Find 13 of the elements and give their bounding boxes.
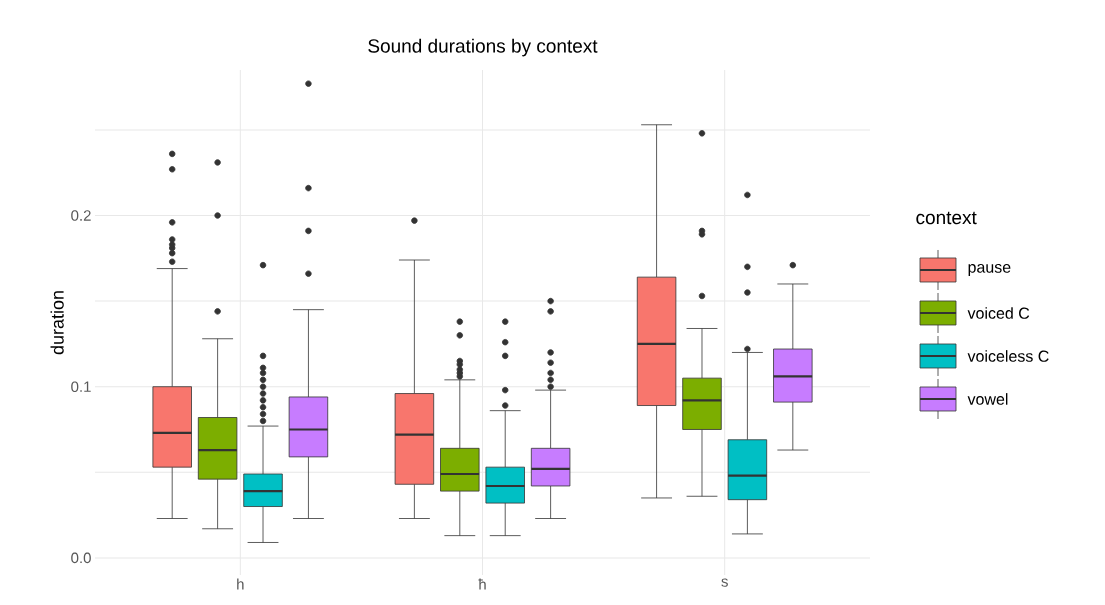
y-axis-title: duration <box>50 291 64 355</box>
y-tick-label: 0.1 <box>71 381 91 392</box>
legend-title: context <box>916 211 977 225</box>
x-tick-label: ħ <box>478 578 486 590</box>
legend-label: voiced C <box>967 307 1030 319</box>
legend-label: vowel <box>967 393 1008 405</box>
legend-label: voiceless C <box>967 350 1049 362</box>
x-tick-label: h <box>237 578 244 590</box>
x-tick-label: s <box>721 578 728 587</box>
y-tick-label: 0.0 <box>71 552 91 564</box>
chart-title: Sound durations by context <box>368 38 598 57</box>
legend-label: pause <box>968 264 1011 276</box>
y-tick-label: 0.2 <box>71 210 91 221</box>
